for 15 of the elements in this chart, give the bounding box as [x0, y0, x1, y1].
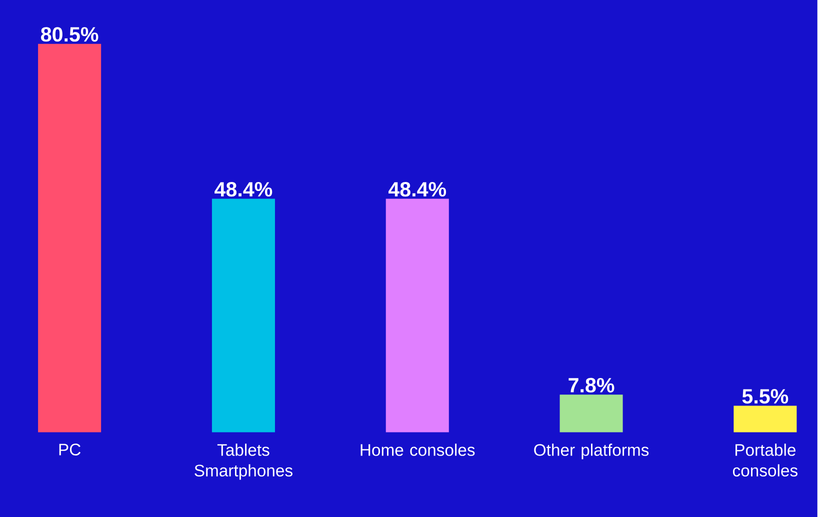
x-tick-label: Portable consoles — [732, 444, 798, 477]
bar — [38, 44, 102, 432]
x-tick-label: Tablets Smartphones — [194, 444, 292, 480]
data-label: 5.5% — [742, 389, 788, 404]
x-tick-label: PC — [59, 444, 81, 456]
bar — [734, 406, 797, 432]
data-label: 7.8% — [568, 378, 614, 392]
data-label: 48.4% — [214, 182, 272, 197]
data-label: 80.5% — [41, 27, 98, 42]
bar — [212, 198, 275, 432]
bar — [386, 198, 449, 432]
x-tick-label: Other platforms — [534, 444, 649, 460]
data-label: 48.4% — [388, 182, 446, 197]
bar — [560, 394, 623, 432]
x-tick-label: Home consoles — [360, 444, 475, 456]
